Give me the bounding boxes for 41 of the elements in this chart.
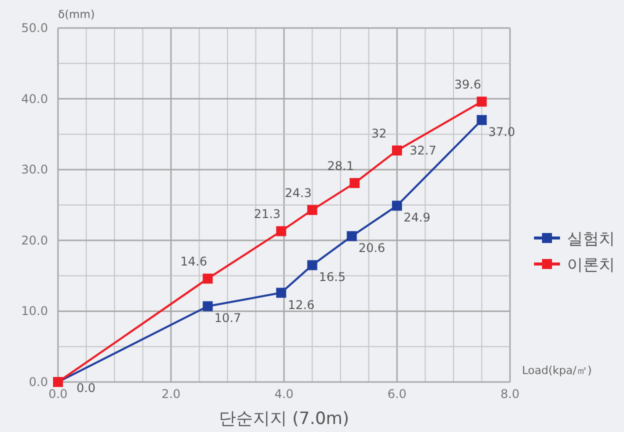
- data-label: 21.3: [254, 207, 281, 222]
- point: [476, 115, 487, 126]
- point: [307, 204, 318, 215]
- data-label: 20.6: [358, 241, 386, 256]
- point: [276, 288, 286, 298]
- point: [476, 96, 487, 107]
- y-tick-label: 10.0: [21, 304, 48, 318]
- annotation: 32: [371, 126, 387, 140]
- y-tick-label: 40.0: [21, 92, 48, 106]
- point: [346, 231, 357, 242]
- point: [392, 200, 402, 211]
- y-tick-label: 20.0: [21, 233, 48, 248]
- point: [202, 274, 213, 284]
- y-tick-label: 50.0: [21, 21, 48, 35]
- point: [350, 178, 360, 188]
- data-label: 28.1: [327, 159, 354, 174]
- x-tick-label: 4.0: [274, 387, 294, 401]
- y-tick-label: 0.0: [28, 375, 48, 389]
- text: 단순지지 (7.0m): [218, 409, 350, 429]
- point: [276, 226, 286, 236]
- x-axis-title: Load(kpa/㎡): [522, 364, 592, 377]
- data-label: 12.6: [288, 298, 315, 312]
- x-tick-label: 2.0: [161, 387, 181, 401]
- data-label: 16.5: [318, 270, 346, 284]
- y-tick-label: 30.0: [21, 162, 48, 177]
- x-tick-label: 8.0: [500, 387, 520, 401]
- point: [392, 145, 402, 156]
- point: [202, 301, 213, 312]
- y-axis-title: δ(mm): [58, 8, 95, 21]
- data-label: 39.6: [454, 78, 482, 92]
- legend-label: 실험치: [567, 229, 615, 248]
- data-label: 14.6: [180, 254, 208, 269]
- point: [307, 260, 318, 270]
- x-tick-label: 6.0: [387, 387, 407, 401]
- data-label: 37.0: [488, 125, 516, 140]
- data-label: 10.7: [214, 311, 242, 326]
- data-label: 24.3: [284, 186, 312, 200]
- legend-label: 이론치: [567, 255, 615, 274]
- x-tick-label: 0.0: [48, 387, 68, 401]
- data-label: 32.7: [410, 143, 436, 158]
- data-label: 24.9: [404, 210, 430, 225]
